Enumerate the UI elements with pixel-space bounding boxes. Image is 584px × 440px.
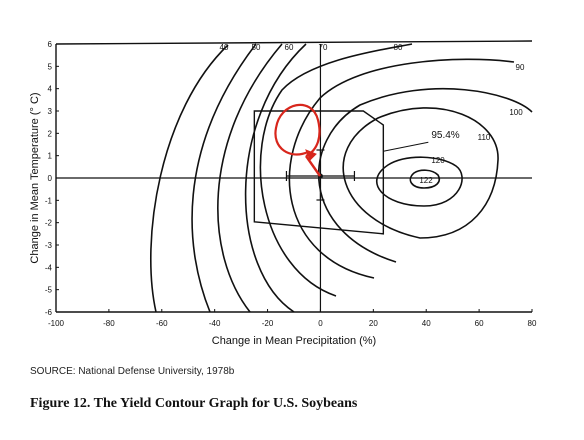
- y-tick-label: 2: [48, 129, 53, 138]
- top-frame-line: [55, 40, 533, 45]
- y-tick-label: 6: [48, 40, 53, 49]
- y-tick-label: -6: [45, 308, 53, 317]
- contour-label-122: 122: [419, 176, 433, 185]
- contour-chart: -100 -80 -60 -40 -20 0 20 40 60 80 6 5 4 3 2 1 0 -1 -2 -3 -…: [29, 40, 537, 347]
- contour-curve-40: [149, 44, 229, 313]
- estimate-marks: [274, 103, 356, 201]
- contour-label-100: 100: [509, 108, 523, 117]
- contour-curve-70: [244, 43, 307, 313]
- y-tick-label: 0: [48, 174, 53, 183]
- contour-curve-80: [259, 43, 413, 297]
- y-tick-label: 4: [48, 85, 53, 94]
- contour-curve-122: [409, 169, 440, 189]
- contour-label-120: 120: [431, 156, 445, 165]
- x-tick-label: -40: [209, 319, 221, 328]
- y-tick-label: 3: [48, 107, 53, 116]
- confidence-pointer: [383, 141, 429, 152]
- contour-label-60: 60: [285, 43, 294, 52]
- contour-curve-60: [217, 43, 283, 313]
- contour-curve-50: [191, 43, 257, 313]
- red-annotation-loop: [274, 103, 321, 157]
- contour-curve-110: [342, 107, 499, 239]
- x-tick-label: -80: [103, 319, 115, 328]
- x-tick-label: 20: [369, 319, 378, 328]
- red-arrow-head-icon: [305, 149, 317, 161]
- x-tick-labels: -100 -80 -60 -40 -20 0 20 40 60 80: [48, 309, 537, 328]
- contour-curve-100: [318, 88, 533, 263]
- confidence-region: [253, 110, 385, 235]
- contour-label-50: 50: [252, 43, 261, 52]
- y-tick-label: -2: [45, 219, 53, 228]
- source-note: SOURCE: National Defense University, 197…: [30, 366, 235, 377]
- y-tick-label: -4: [45, 263, 53, 272]
- y-tick-label: 5: [48, 62, 53, 71]
- x-tick-label: 40: [422, 319, 431, 328]
- contour-label-110: 110: [478, 133, 491, 142]
- contour-lines: [149, 43, 533, 313]
- contour-curve-90: [288, 58, 515, 279]
- x-tick-label: -60: [156, 319, 168, 328]
- x-tick-label: 0: [318, 319, 323, 328]
- contour-label-70: 70: [319, 43, 328, 52]
- x-tick-label: 80: [528, 319, 537, 328]
- contour-labels: 40 50 60 70 80 90 100 110 120 122: [220, 43, 525, 185]
- x-axis-label: Change in Mean Precipitation (%): [212, 335, 376, 347]
- confidence-box: [253, 110, 429, 235]
- y-tick-label: -5: [45, 286, 53, 295]
- x-tick-label: 60: [475, 319, 484, 328]
- contour-label-80: 80: [394, 43, 403, 52]
- y-axis-label: Change in Mean Temperature (° C): [29, 92, 41, 263]
- y-tick-label: -3: [45, 241, 53, 250]
- confidence-label: 95.4%: [431, 130, 459, 141]
- contour-label-90: 90: [516, 63, 525, 72]
- contour-label-40: 40: [220, 43, 229, 52]
- figure-caption: Figure 12. The Yield Contour Graph for U…: [30, 396, 358, 411]
- x-tick-label: -100: [48, 319, 65, 328]
- red-annotation-arrow: [305, 155, 321, 177]
- y-tick-label: -1: [45, 196, 53, 205]
- y-tick-labels: 6 5 4 3 2 1 0 -1 -2 -3 -4 -5 -6: [45, 40, 59, 317]
- x-tick-label: -20: [262, 319, 274, 328]
- y-tick-label: 1: [48, 152, 53, 161]
